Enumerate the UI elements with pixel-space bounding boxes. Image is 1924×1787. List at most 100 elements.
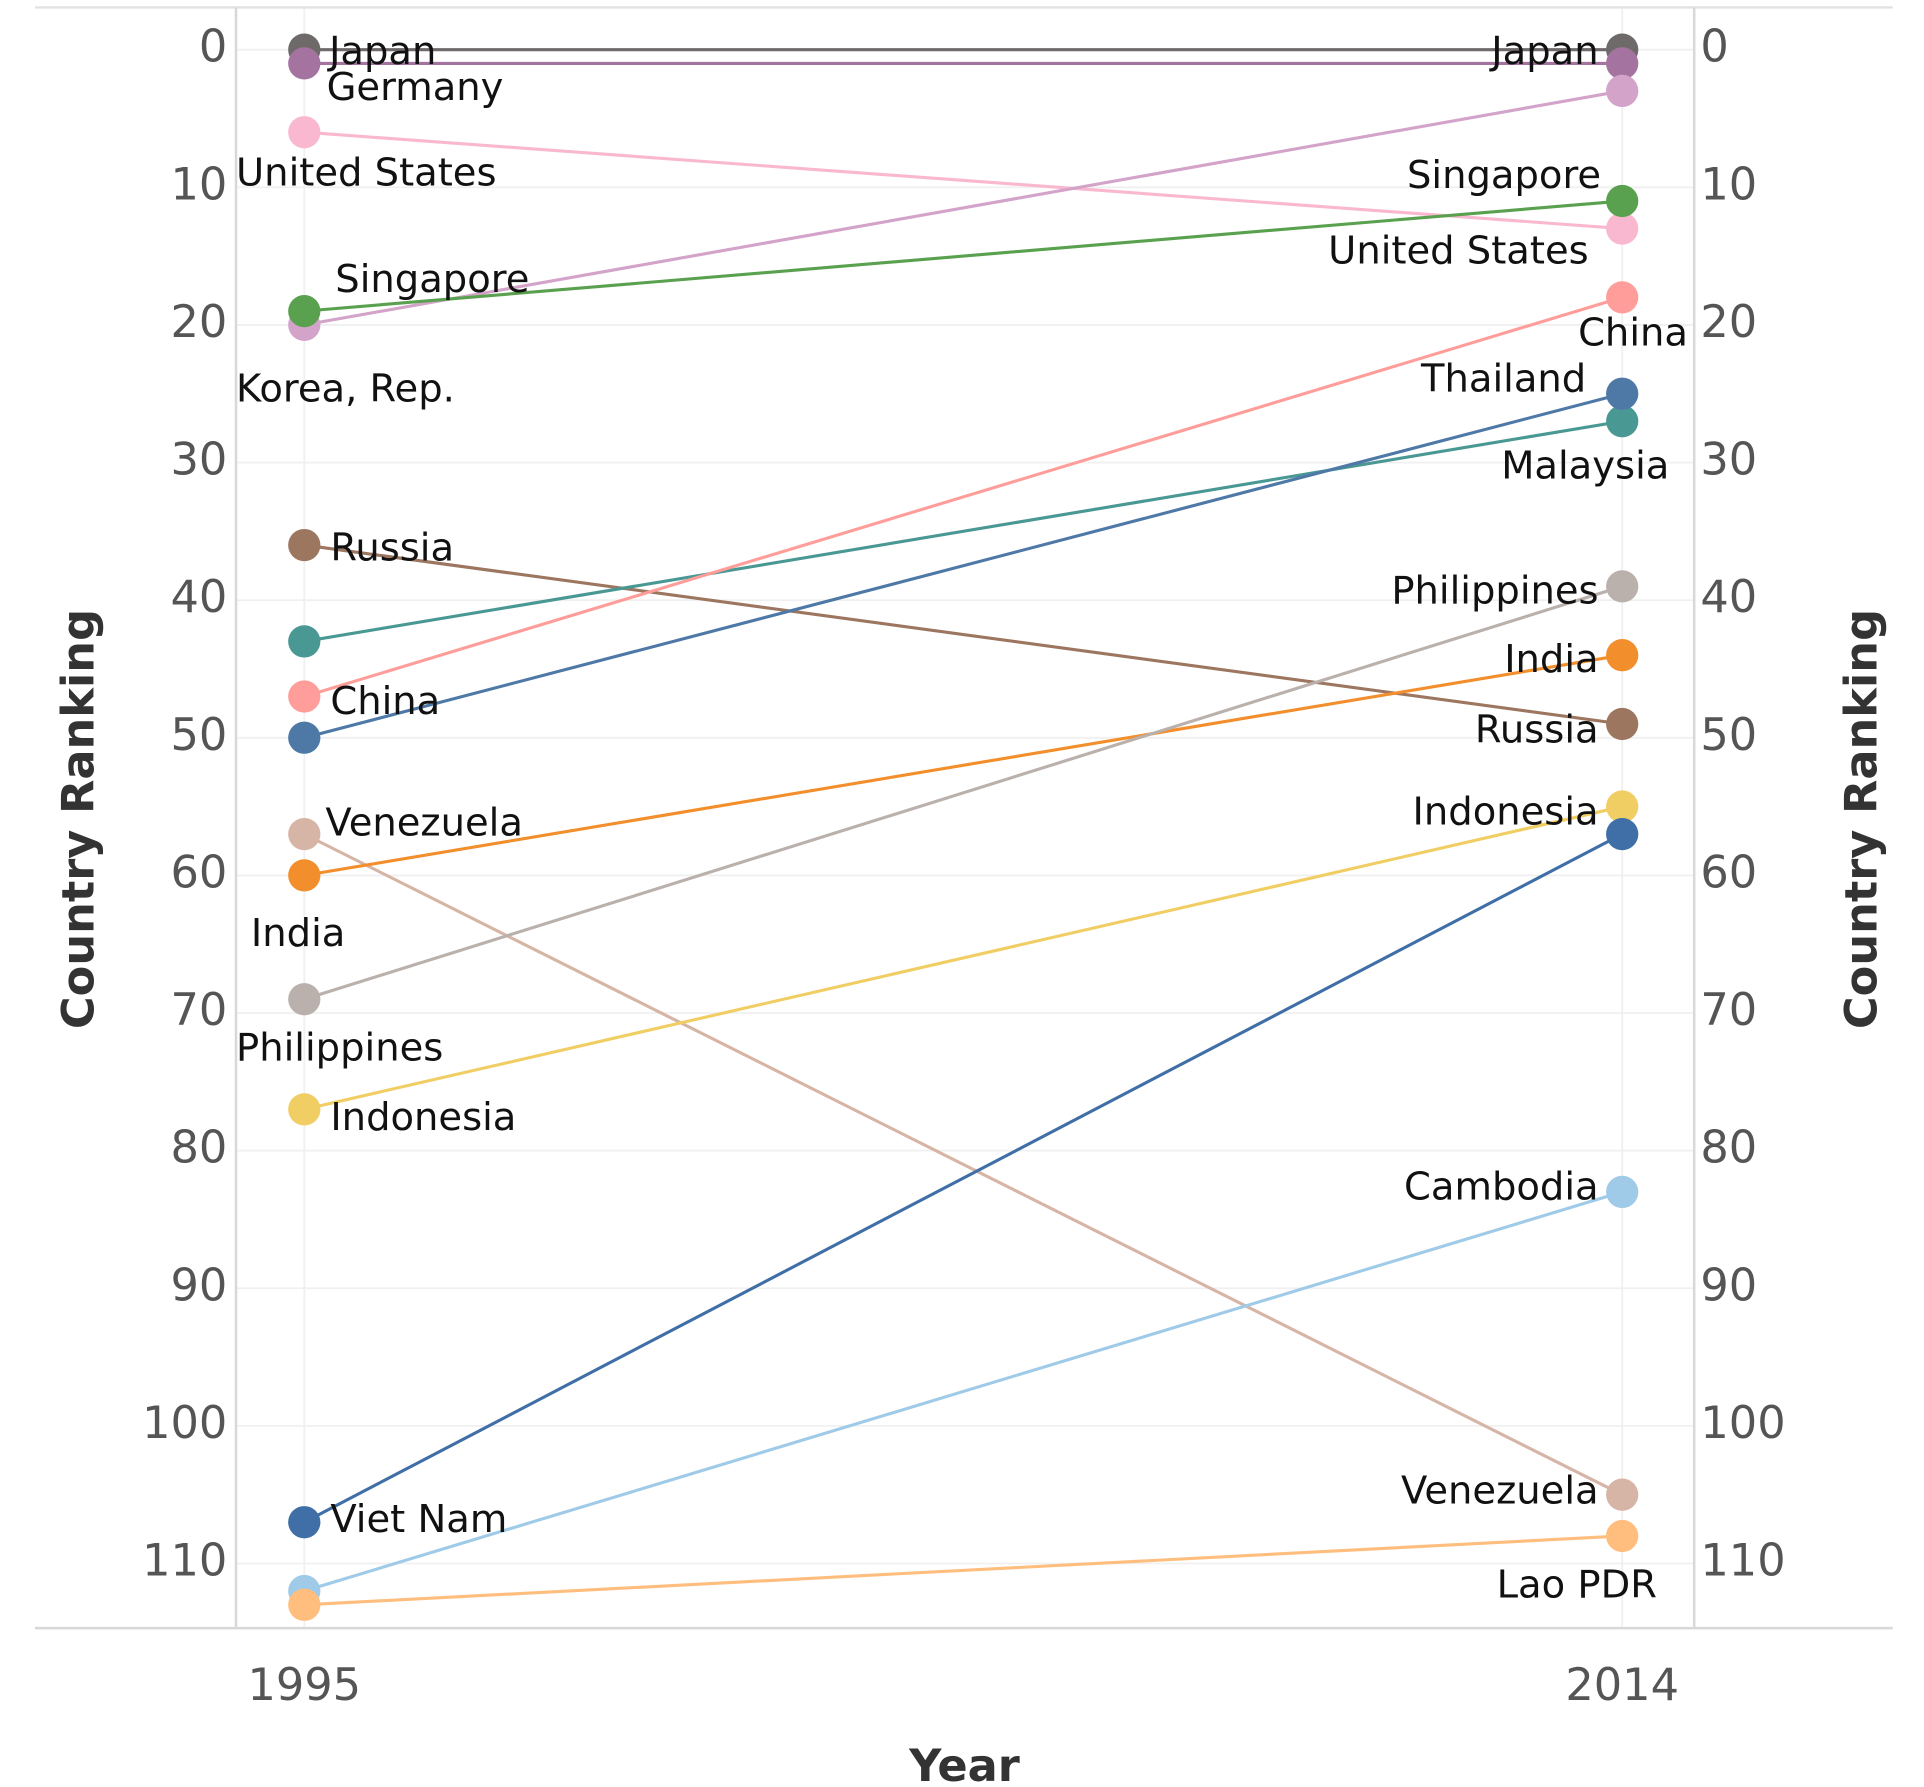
- data-point: [288, 817, 321, 851]
- y-tick-right: 40: [1700, 571, 1757, 623]
- series-line: [304, 89, 1623, 327]
- data-point: [1606, 212, 1639, 245]
- series-label-2014: Venezuela: [1401, 1468, 1599, 1513]
- y-tick-right: 30: [1700, 434, 1757, 486]
- series-cambodia: [288, 1175, 1639, 1608]
- series-label-1995: Korea, Rep.: [236, 366, 455, 411]
- series-lao-pdr: [288, 1519, 1639, 1621]
- series-label-2014: United States: [1328, 229, 1588, 274]
- y-tick-left: 80: [171, 1122, 228, 1174]
- data-point: [288, 1093, 321, 1126]
- y-tick-left: 100: [142, 1397, 227, 1449]
- y-tick-left: 30: [171, 434, 228, 486]
- series-china: [288, 281, 1639, 713]
- y-tick-left: 60: [171, 846, 228, 898]
- data-point: [1606, 1175, 1639, 1209]
- data-point: [1606, 570, 1639, 603]
- series-line: [303, 584, 1623, 1001]
- series-label-1995: Japan: [327, 29, 436, 74]
- data-point: [1606, 1478, 1639, 1511]
- data-point: [288, 983, 321, 1016]
- series-line: [303, 805, 1623, 1111]
- series-label-2014: Singapore: [1407, 153, 1601, 198]
- y-tick-right: 50: [1700, 709, 1757, 761]
- series-label-1995: Viet Nam: [330, 1497, 507, 1542]
- series-label-1995: United States: [236, 150, 496, 195]
- series-line: [303, 1190, 1623, 1593]
- data-point: [288, 528, 321, 562]
- data-point: [288, 47, 321, 80]
- series-label-2014: Russia: [1475, 708, 1599, 753]
- y-tick-right: 60: [1700, 846, 1757, 898]
- series-line: [304, 419, 1623, 643]
- series-label-1995: Venezuela: [325, 801, 523, 846]
- series-line: [303, 832, 1623, 1497]
- y-tick-left: 50: [171, 709, 228, 761]
- series-label-2014: Philippines: [1391, 569, 1598, 614]
- series-label-2014: Thailand: [1420, 356, 1586, 401]
- data-point: [288, 721, 321, 754]
- data-point: [1606, 707, 1639, 741]
- series-indonesia: [288, 790, 1639, 1126]
- series-malaysia: [288, 405, 1639, 658]
- data-point: [1606, 790, 1639, 823]
- x-axis-title: Year: [908, 1740, 1020, 1787]
- y-tick-labels: 0 0 10 10 20 20 30 30 40 40 50 50 60 60 70 70 80 80 90 90 10…: [142, 21, 1786, 1587]
- series-united-states: [288, 116, 1639, 245]
- y-tick-left: 70: [171, 984, 228, 1036]
- data-point: [1606, 1519, 1639, 1553]
- y-tick-left: 20: [171, 296, 228, 348]
- series-label-2014: Malaysia: [1501, 443, 1669, 488]
- series-venezuela: [288, 817, 1639, 1511]
- series-germany: [288, 47, 1639, 80]
- series-label-1995: Indonesia: [330, 1095, 516, 1140]
- series-label-1995: Philippines: [236, 1025, 443, 1070]
- y-tick-right: 70: [1700, 984, 1757, 1036]
- y-tick-right: 0: [1700, 21, 1728, 73]
- data-point: [1606, 47, 1639, 80]
- y-tick-right: 20: [1700, 296, 1757, 348]
- data-point: [1606, 74, 1639, 108]
- series-label-2014: Indonesia: [1413, 790, 1599, 835]
- x-tick-1995: 1995: [247, 1659, 361, 1711]
- data-point: [1606, 281, 1639, 314]
- data-point: [288, 294, 321, 328]
- series-label-1995: Germany: [327, 65, 504, 110]
- y-tick-left: 110: [142, 1535, 227, 1587]
- series-line: [303, 832, 1623, 1524]
- series-label-2014: Lao PDR: [1497, 1563, 1657, 1608]
- series-label-1995: Russia: [330, 525, 454, 570]
- y-tick-right: 100: [1700, 1397, 1785, 1449]
- y-tick-right: 90: [1700, 1259, 1757, 1311]
- data-point: [1606, 184, 1639, 218]
- series-japan: [288, 33, 1639, 66]
- series-india: [288, 639, 1639, 892]
- series-label-2014: India: [1504, 637, 1598, 682]
- series-line: [304, 653, 1623, 877]
- y-tick-left: 0: [199, 21, 227, 73]
- y-tick-left: 40: [171, 571, 228, 623]
- data-point: [288, 680, 321, 713]
- data-point: [1606, 377, 1639, 410]
- series-label-2014: China: [1578, 311, 1688, 356]
- data-point: [288, 859, 321, 892]
- data-point: [1606, 639, 1639, 672]
- series-line: [303, 295, 1623, 698]
- y-tick-left: 10: [171, 158, 228, 210]
- y-axis-title-left: Country Ranking: [52, 609, 104, 1029]
- y-tick-right: 10: [1700, 158, 1757, 210]
- y-tick-left: 90: [171, 1259, 228, 1311]
- x-tick-2014: 2014: [1565, 1659, 1679, 1711]
- series-line: [304, 543, 1623, 726]
- series-label-2014: Cambodia: [1404, 1164, 1599, 1209]
- data-point: [288, 1506, 321, 1539]
- series-group: [288, 33, 1639, 1621]
- series-philippines: [288, 570, 1639, 1016]
- y-axis-title-right: Country Ranking: [1836, 609, 1888, 1029]
- series-viet-nam: [288, 817, 1639, 1539]
- series-label-1995: Singapore: [335, 257, 529, 302]
- y-tick-right: 80: [1700, 1122, 1757, 1174]
- series-line: [304, 199, 1623, 313]
